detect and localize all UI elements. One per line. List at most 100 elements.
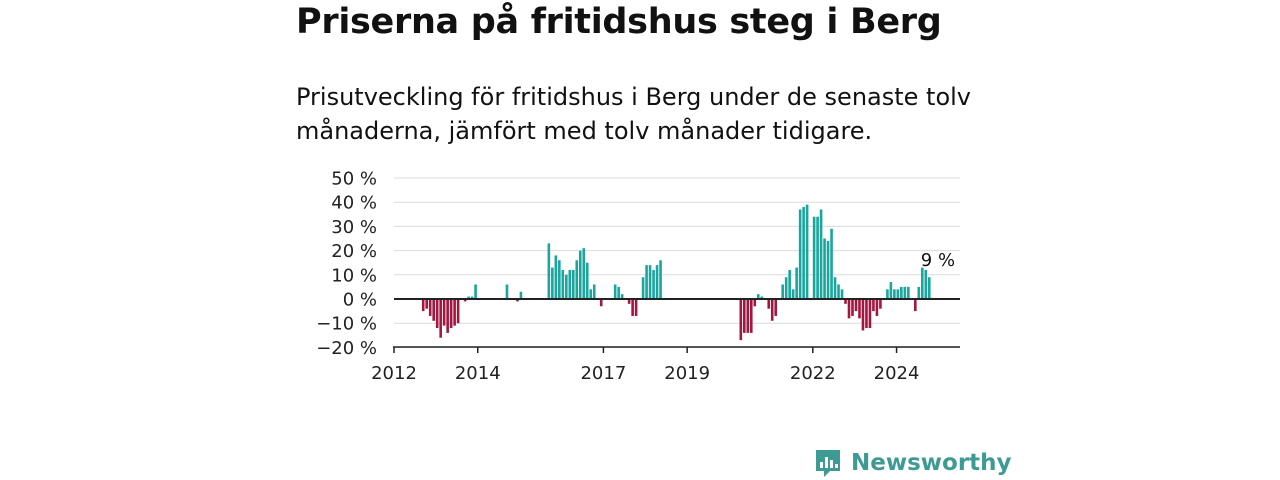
bar <box>554 255 558 299</box>
chart-title: Priserna på fritidshus steg i Berg <box>296 2 942 42</box>
y-tick-label: −20 % <box>316 338 377 359</box>
bars <box>394 204 960 341</box>
bar <box>914 299 917 312</box>
bar <box>791 289 795 299</box>
bar <box>844 299 847 304</box>
bar <box>578 250 582 299</box>
bar <box>659 260 662 299</box>
bar <box>442 299 446 326</box>
bar <box>425 299 429 309</box>
bar <box>449 299 453 329</box>
bar <box>837 284 840 299</box>
bar <box>453 299 456 326</box>
bar <box>830 228 833 299</box>
y-tick-label: 10 % <box>331 265 377 286</box>
bar <box>886 289 889 299</box>
y-tick-label: 20 % <box>331 241 377 262</box>
x-tick-label: 2012 <box>371 363 417 384</box>
bar <box>470 296 474 299</box>
bar <box>840 289 844 299</box>
bar <box>770 299 774 321</box>
bar <box>802 207 805 299</box>
bar <box>861 299 865 331</box>
bar <box>858 299 861 319</box>
x-tick-label: 2014 <box>455 363 501 384</box>
bar <box>920 267 924 299</box>
bar <box>756 294 760 299</box>
bar <box>868 299 872 329</box>
bar <box>585 262 589 299</box>
bar <box>865 299 868 329</box>
bar <box>798 209 802 299</box>
brand-logo: Newsworthy <box>814 446 1012 480</box>
bar <box>631 299 634 316</box>
bar <box>519 291 523 299</box>
bar <box>795 267 798 299</box>
bar <box>456 299 460 324</box>
bar <box>812 216 816 299</box>
bar <box>823 238 826 299</box>
y-tick-label: 0 % <box>343 290 377 311</box>
bar <box>620 294 624 299</box>
x-tick-label: 2022 <box>790 363 836 384</box>
bar <box>516 299 519 302</box>
y-tick-label: 40 % <box>331 193 377 214</box>
bar <box>589 289 593 299</box>
bar <box>432 299 435 321</box>
annotation-layer: 9 % <box>921 250 955 271</box>
bar <box>805 204 809 299</box>
bar <box>613 284 617 299</box>
bar <box>446 299 449 333</box>
bar <box>872 299 875 312</box>
bar <box>907 286 910 299</box>
bar <box>781 284 784 299</box>
bar <box>463 299 467 302</box>
y-tick-label: 30 % <box>331 217 377 238</box>
bar <box>599 299 603 307</box>
bar <box>889 282 893 299</box>
bar <box>875 299 879 316</box>
price-change-bar-chart: −20 %−10 %0 %10 %20 %30 %40 %50 % 2012 20… <box>316 169 960 384</box>
bar <box>819 209 823 299</box>
bar <box>467 296 470 299</box>
bar <box>645 265 648 299</box>
y-axis-ticks: −20 % −10 % 0 % 10 % 20 % 30 % 40 % 50 % <box>316 169 377 359</box>
bar <box>746 299 750 333</box>
bar <box>851 299 854 316</box>
bar <box>655 265 659 299</box>
bar <box>749 299 753 333</box>
bar <box>854 299 858 312</box>
brand-name: Newsworthy <box>851 450 1012 476</box>
bar <box>739 299 743 341</box>
bar <box>627 299 631 304</box>
x-tick-label: 2017 <box>580 363 626 384</box>
bar <box>565 274 568 299</box>
bar <box>900 286 903 299</box>
bar <box>743 299 746 333</box>
bar <box>428 299 432 316</box>
bar <box>634 299 638 316</box>
bar <box>568 269 572 299</box>
bar <box>575 260 579 299</box>
x-tick-label: 2019 <box>664 363 710 384</box>
bar <box>847 299 851 319</box>
bar <box>774 299 778 316</box>
bar <box>547 243 551 299</box>
y-tick-label: 50 % <box>331 169 377 190</box>
bar <box>917 286 921 299</box>
bar <box>505 284 509 299</box>
bar <box>592 284 596 299</box>
gridlines <box>394 177 960 348</box>
bar <box>474 284 477 299</box>
bar <box>903 286 907 299</box>
bar <box>617 286 620 299</box>
bar <box>893 289 896 299</box>
x-axis-ticks: 2012 2014 2017 2019 2022 2024 <box>371 346 960 384</box>
bar <box>558 260 561 299</box>
bar <box>648 265 652 299</box>
bar <box>760 296 764 299</box>
bar <box>435 299 439 329</box>
bar <box>896 289 900 299</box>
bar <box>767 299 771 309</box>
bar <box>927 277 931 299</box>
